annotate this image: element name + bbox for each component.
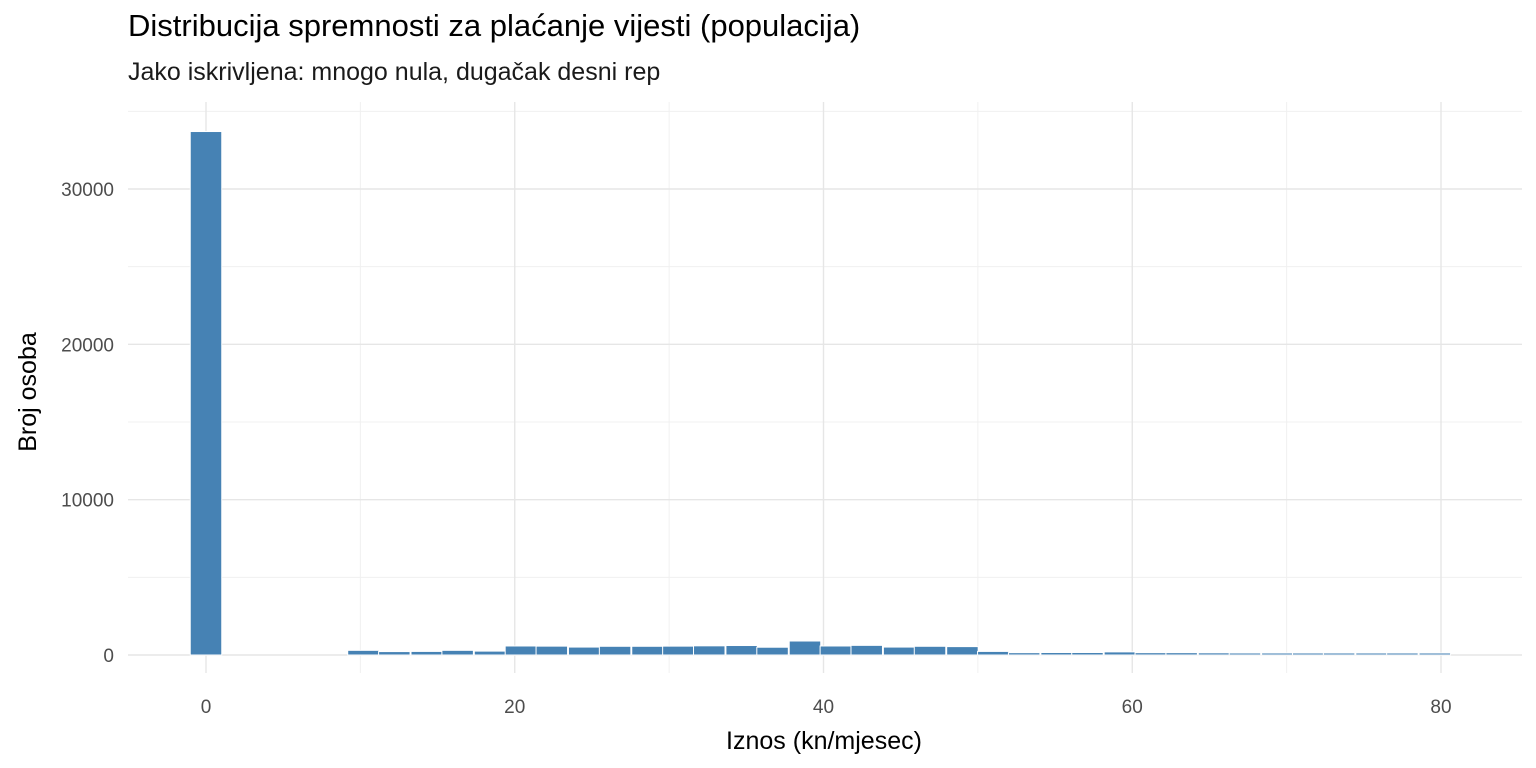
x-tick-label: 60 xyxy=(1122,697,1143,718)
histogram-bar xyxy=(535,645,569,656)
x-tick-label: 0 xyxy=(201,697,212,718)
histogram-bar xyxy=(977,650,1010,656)
histogram-bar xyxy=(1103,651,1137,656)
histogram-bar xyxy=(756,646,789,656)
histogram-bar xyxy=(882,646,916,656)
y-tick-label: 30000 xyxy=(61,180,114,201)
chart-title: Distribucija spremnosti za plaćanje vije… xyxy=(128,8,861,43)
histogram-bar xyxy=(1418,652,1452,656)
histogram-bar xyxy=(410,650,444,656)
x-tick-label: 80 xyxy=(1430,697,1451,718)
chart-subtitle: Jako iskrivljena: mnogo nula, dugačak de… xyxy=(128,58,661,86)
histogram-bar xyxy=(473,650,507,656)
histogram-bar xyxy=(1386,652,1419,656)
histogram-bar xyxy=(1040,652,1073,656)
histogram-bar xyxy=(913,645,947,656)
histogram-bar xyxy=(567,646,601,656)
histogram-bar xyxy=(1355,652,1388,656)
y-tick-label: 0 xyxy=(103,646,114,667)
histogram-bar xyxy=(441,649,474,656)
histogram-bar xyxy=(662,645,695,656)
histogram-bar xyxy=(1228,652,1262,656)
y-tick-labels: 0 10000 20000 30000 xyxy=(61,180,114,667)
histogram-bar xyxy=(631,645,664,656)
histogram-bar xyxy=(347,649,380,656)
histogram-bar xyxy=(693,645,726,656)
histogram-bar xyxy=(378,651,411,656)
histogram-bar xyxy=(946,646,979,656)
histogram-bar xyxy=(189,131,223,656)
histogram-bar xyxy=(1071,652,1104,656)
histogram-bar xyxy=(1261,652,1294,656)
histogram-bar xyxy=(725,645,758,656)
histogram-bar xyxy=(1291,652,1325,656)
histogram-bar xyxy=(1165,652,1198,656)
x-tick-label: 40 xyxy=(813,697,834,718)
histogram-bar xyxy=(1322,652,1356,656)
histogram-bar xyxy=(1134,652,1168,656)
histogram-bar xyxy=(598,645,632,656)
histogram-bar xyxy=(1007,652,1041,656)
histogram-bars xyxy=(189,131,1452,656)
y-axis-title: Broj osoba xyxy=(14,332,42,452)
y-tick-label: 10000 xyxy=(61,491,114,512)
grid-major xyxy=(128,102,1522,673)
x-tick-labels: 0 20 40 60 80 xyxy=(201,697,1452,718)
x-axis-title: Iznos (kn/mjesec) xyxy=(726,727,922,755)
histogram-bar xyxy=(850,644,883,656)
histogram-bar xyxy=(1197,652,1231,656)
histogram-bar xyxy=(819,645,853,656)
grid-minor xyxy=(128,102,1522,673)
y-tick-label: 20000 xyxy=(61,335,114,356)
x-tick-label: 20 xyxy=(504,697,525,718)
histogram-bar xyxy=(788,640,822,656)
histogram-bar xyxy=(504,645,538,656)
